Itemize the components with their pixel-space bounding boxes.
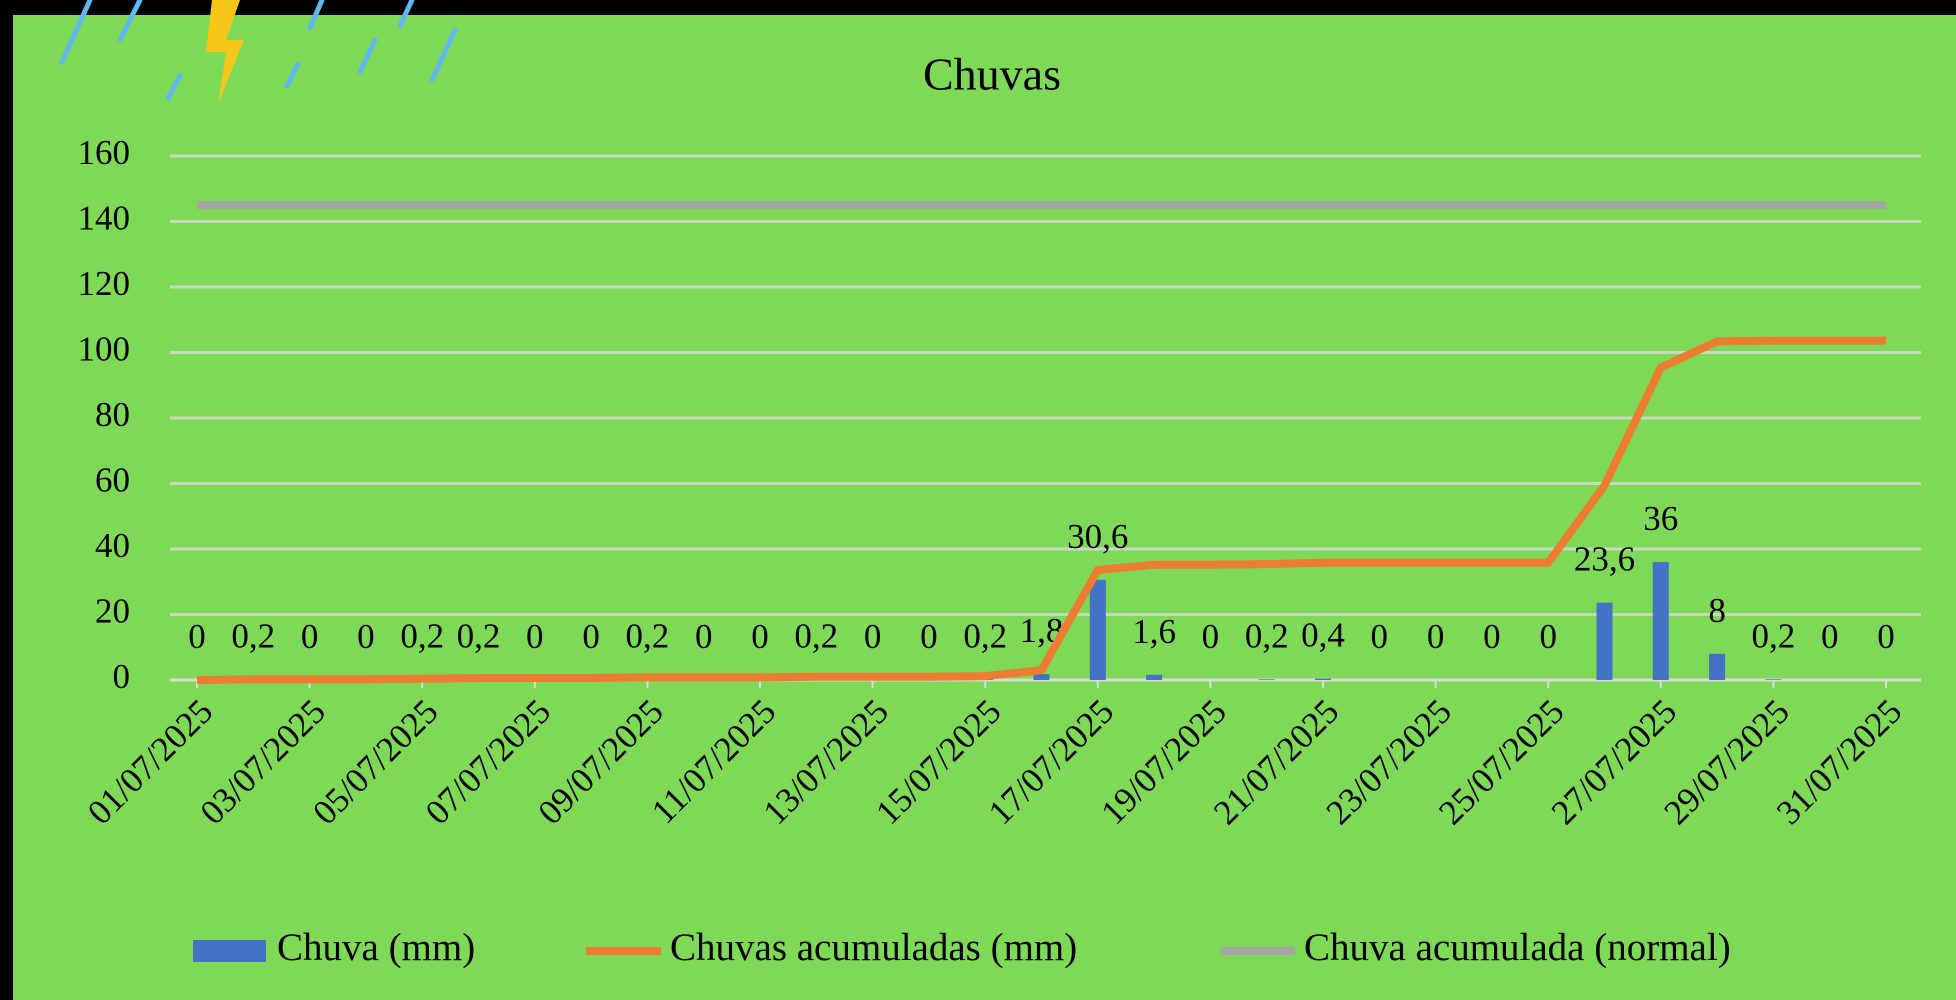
data-label: 0 (1877, 617, 1895, 656)
bar (1315, 678, 1331, 680)
data-label: 0 (1371, 617, 1389, 656)
chart-title: Chuvas (923, 49, 1061, 100)
y-tick-label: 20 (95, 592, 130, 631)
legend-swatch (193, 940, 266, 962)
legend-label: Chuvas acumuladas (mm) (670, 926, 1077, 969)
y-tick-label: 160 (78, 133, 131, 172)
legend-label: Chuva (mm) (277, 926, 475, 969)
data-label: 0 (864, 617, 882, 656)
bar (1033, 674, 1050, 680)
y-tick-label: 100 (78, 330, 131, 369)
bar (1652, 562, 1669, 680)
rain-decoration (59, 0, 458, 104)
data-label: 0,2 (1245, 616, 1289, 655)
data-label: 8 (1708, 591, 1726, 630)
data-label: 0 (1483, 617, 1501, 656)
data-label: 0 (357, 617, 375, 656)
data-label: 36 (1643, 499, 1678, 538)
data-label: 0,2 (457, 616, 501, 655)
data-label: 0 (1202, 617, 1220, 656)
data-label: 0 (188, 617, 206, 656)
data-label: 0 (695, 617, 713, 656)
data-label: 0,2 (626, 616, 670, 655)
data-label: 0 (1539, 617, 1557, 656)
data-label: 30,6 (1067, 517, 1128, 556)
data-label: 0 (1427, 617, 1445, 656)
data-label: 0 (920, 617, 938, 656)
line (196, 336, 1886, 684)
y-tick-label: 40 (95, 526, 130, 565)
bar (1765, 679, 1782, 680)
data-label: 23,6 (1574, 540, 1635, 579)
data-label: 0,2 (1752, 616, 1796, 655)
data-label: 0,4 (1301, 616, 1345, 655)
data-label: 0,2 (400, 616, 444, 655)
bar (1146, 674, 1163, 680)
bar (1258, 679, 1275, 680)
data-label: 1,6 (1132, 612, 1176, 651)
bar (1709, 653, 1726, 680)
data-label: 0,2 (231, 616, 275, 655)
chart-background (13, 15, 1956, 1000)
y-tick-label: 140 (78, 199, 131, 238)
y-tick-label: 80 (95, 395, 130, 434)
data-label: 0 (301, 617, 319, 656)
data-label: 0 (751, 617, 769, 656)
y-tick-label: 60 (95, 461, 130, 500)
y-tick-label: 0 (113, 657, 131, 696)
data-label: 0 (582, 617, 600, 656)
data-label: 0 (526, 617, 544, 656)
bar (1089, 579, 1106, 680)
legend-label: Chuva acumulada (normal) (1304, 926, 1731, 969)
data-label: 0,2 (963, 616, 1007, 655)
bar (1596, 602, 1613, 680)
data-label: 0 (1821, 617, 1839, 656)
data-label: 0,2 (794, 616, 838, 655)
y-tick-label: 120 (78, 264, 131, 303)
